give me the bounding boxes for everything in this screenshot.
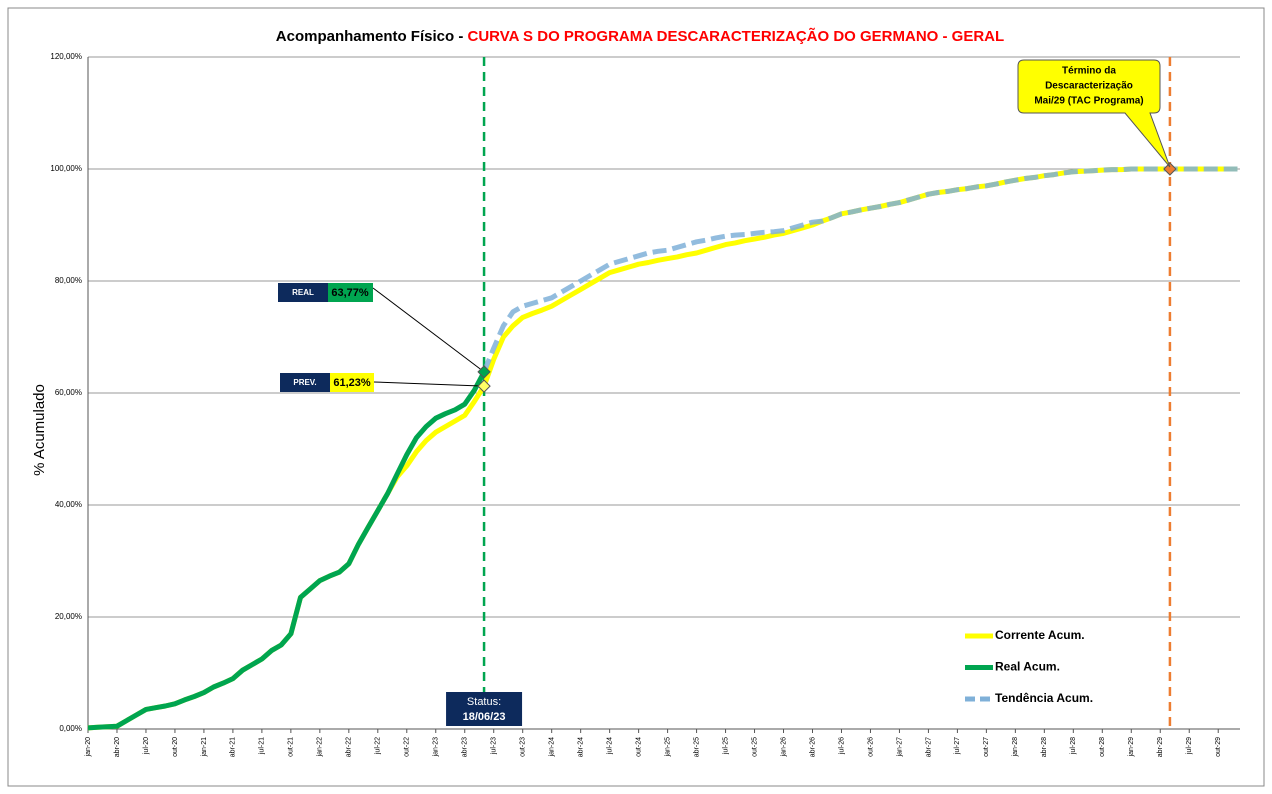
x-tick-label: jan-25 [664, 737, 671, 758]
x-tick-label: out-29 [1215, 737, 1222, 757]
x-tick-label: out-24 [635, 737, 642, 757]
x-tick-label: out-23 [520, 737, 527, 757]
end-callout-text: Mai/29 (TAC Programa) [1034, 96, 1143, 107]
y-axis-label: % Acumulado [31, 384, 48, 476]
x-tick-label: jul-28 [1070, 737, 1077, 755]
legend-label: Real Acum. [995, 660, 1060, 674]
x-tick-label: jan-24 [549, 737, 556, 758]
x-tick-label: out-25 [751, 737, 758, 757]
y-tick-label: 0,00% [59, 724, 82, 733]
x-tick-label: jul-25 [722, 737, 729, 755]
tag: PREV. [293, 378, 316, 387]
x-tick-label: abr-27 [925, 737, 932, 757]
x-tick-label: out-26 [867, 737, 874, 757]
x-tick-label: out-21 [288, 737, 295, 757]
x-tick-label: jan-26 [780, 737, 787, 758]
y-tick-label: 40,00% [55, 500, 82, 509]
y-tick-label: 100,00% [50, 164, 82, 173]
x-tick-label: jan-28 [1012, 737, 1019, 758]
legend-label: Tendência Acum. [995, 691, 1093, 705]
x-tick-label: jul-29 [1186, 737, 1193, 755]
end-callout-text: Descaracterização [1045, 81, 1133, 92]
value-box [328, 283, 373, 302]
marker [1163, 162, 1177, 176]
chart-frame [7, 7, 1265, 787]
x-tick-label: abr-21 [230, 737, 237, 757]
marker [477, 379, 491, 393]
x-tick-label: out-27 [983, 737, 990, 757]
leader [372, 287, 485, 373]
y-tick-label: 80,00% [55, 276, 82, 285]
x-tick-label: out-22 [404, 737, 411, 757]
x-tick-label: jan-27 [896, 737, 903, 758]
x-tick-label: out-20 [172, 737, 179, 757]
x-tick-label: abr-26 [809, 737, 816, 757]
status-date: 18/06/23 [463, 711, 506, 723]
title-main: Acompanhamento Físico - [276, 28, 468, 45]
x-tick-label: abr-20 [114, 737, 121, 757]
status-box [446, 692, 523, 726]
x-tick-label: jul-21 [259, 737, 266, 755]
x-tick-label: abr-22 [346, 737, 353, 757]
end-callout-text: Término da [1062, 66, 1116, 77]
tag: REAL [292, 288, 314, 297]
x-tick-label: jul-22 [375, 737, 382, 755]
x-tick-label: jul-24 [606, 737, 613, 755]
x-tick-label: abr-28 [1041, 737, 1048, 757]
status-title: Status: [467, 696, 501, 708]
x-tick-label: jan-23 [433, 737, 440, 758]
tag-box [278, 283, 328, 302]
marker [477, 365, 491, 379]
x-tick-label: jan-20 [85, 737, 92, 758]
x-tick-label: jul-27 [954, 737, 961, 755]
x-tick-label: abr-24 [578, 737, 585, 757]
y-tick-label: 60,00% [55, 388, 82, 397]
title-sub: CURVA S DO PROGRAMA DESCARACTERIZAÇÃO DO… [468, 27, 1005, 45]
tag-box [280, 373, 330, 392]
x-tick-label: jul-23 [491, 737, 498, 755]
y-tick-label: 20,00% [55, 612, 82, 621]
x-tick-label: jul-20 [143, 737, 150, 755]
leader [373, 381, 485, 387]
value-label: 63,77% [331, 287, 369, 299]
x-tick-label: jan-21 [201, 737, 208, 758]
x-tick-label: abr-23 [462, 737, 469, 757]
x-tick-label: abr-25 [693, 737, 700, 757]
end-callout [1017, 59, 1171, 168]
legend-label: Corrente Acum. [995, 628, 1085, 642]
x-tick-label: jul-26 [838, 737, 845, 755]
chart-title: Acompanhamento Físico - CURVA S DO PROGR… [276, 27, 1004, 45]
x-tick-label: jan-22 [317, 737, 324, 758]
x-tick-label: abr-29 [1157, 737, 1164, 757]
value-label: 61,23% [333, 377, 371, 389]
series-line [481, 166, 1238, 373]
x-tick-label: jan-29 [1128, 737, 1135, 758]
y-tick-label: 120,00% [50, 52, 82, 61]
series-line [87, 370, 487, 731]
x-tick-label: out-28 [1099, 737, 1106, 757]
value-box [330, 373, 374, 392]
